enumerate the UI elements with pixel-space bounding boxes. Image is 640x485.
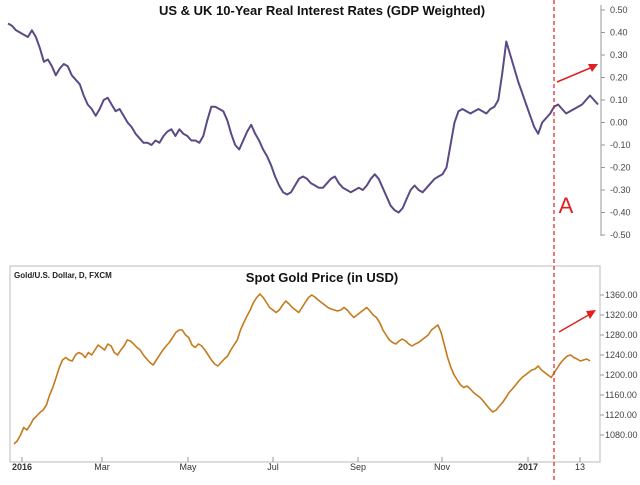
gold-price-chart: Gold/U.S. Dollar, D, FXCM Spot Gold Pric…: [9, 265, 638, 472]
gold-price-y-tick-label: 1320.00: [605, 310, 638, 320]
event-marker-label: A: [559, 193, 574, 218]
real-rates-y-tick-label: 0.20: [610, 73, 628, 83]
real-rates-y-tick-label: -0.10: [610, 140, 631, 150]
real-rates-y-tick-label: 0.10: [610, 95, 628, 105]
real-rates-y-tick-label: 0.40: [610, 28, 628, 38]
real-rates-title: US & UK 10-Year Real Interest Rates (GDP…: [159, 3, 485, 18]
real-rates-y-tick-label: -0.30: [610, 185, 631, 195]
gold-trend-arrowhead: [586, 310, 596, 319]
gold-price-y-tick-label: 1360.00: [605, 290, 638, 300]
gold-price-y-tick-label: 1240.00: [605, 350, 638, 360]
gold-price-series-line: [13, 293, 591, 445]
gold-instrument-label: Gold/U.S. Dollar, D, FXCM: [14, 271, 112, 280]
gold-price-x-tick-label: Jul: [267, 462, 279, 472]
gold-price-y-tick-label: 1080.00: [605, 430, 638, 440]
gold-price-y-tick-label: 1120.00: [605, 410, 637, 420]
gold-price-y-tick-label: 1160.00: [605, 390, 637, 400]
gold-price-x-tick-label: Nov: [434, 462, 451, 472]
gold-trend-arrow: [558, 312, 593, 333]
gold-price-frame: [9, 265, 601, 463]
gold-price-x-tick-label: 2017: [518, 462, 538, 472]
gold-price-x-tick-label: May: [179, 462, 197, 472]
gold-price-y-ticks: 1360.00 1320.00 1280.00 1240.00 1200.00 1160.…: [600, 290, 638, 440]
gold-price-y-tick-label: 1200.00: [605, 370, 638, 380]
real-rates-y-tick-label: 0.30: [610, 50, 628, 60]
gold-price-y-tick-label: 1280.00: [605, 330, 638, 340]
gold-price-x-ticks: 2016 Mar May Jul Sep Nov 2017 13: [12, 457, 585, 472]
real-rates-y-tick-label: -0.50: [610, 230, 631, 240]
real-rates-chart: US & UK 10-Year Real Interest Rates (GDP…: [7, 3, 631, 240]
real-rates-y-ticks: 0.50 0.40 0.30 0.20 0.10 0.00 -0.10 -0.20 -0.30 -…: [601, 5, 631, 240]
real-rates-trend-arrow: [556, 65, 596, 83]
real-rates-series-line: [7, 22, 599, 214]
gold-price-x-tick-label: 2016: [12, 462, 32, 472]
real-rates-y-tick-label: 0.00: [610, 118, 628, 128]
gold-price-x-tick-label: Sep: [350, 462, 366, 472]
real-rates-y-tick-label: -0.20: [610, 163, 631, 173]
real-rates-trend-arrowhead: [588, 64, 598, 72]
gold-price-x-tick-label: 13: [575, 462, 585, 472]
real-rates-y-tick-label: -0.40: [610, 208, 631, 218]
gold-price-x-tick-label: Mar: [94, 462, 110, 472]
real-rates-y-tick-label: 0.50: [610, 5, 628, 15]
gold-price-title: Spot Gold Price (in USD): [246, 270, 398, 285]
